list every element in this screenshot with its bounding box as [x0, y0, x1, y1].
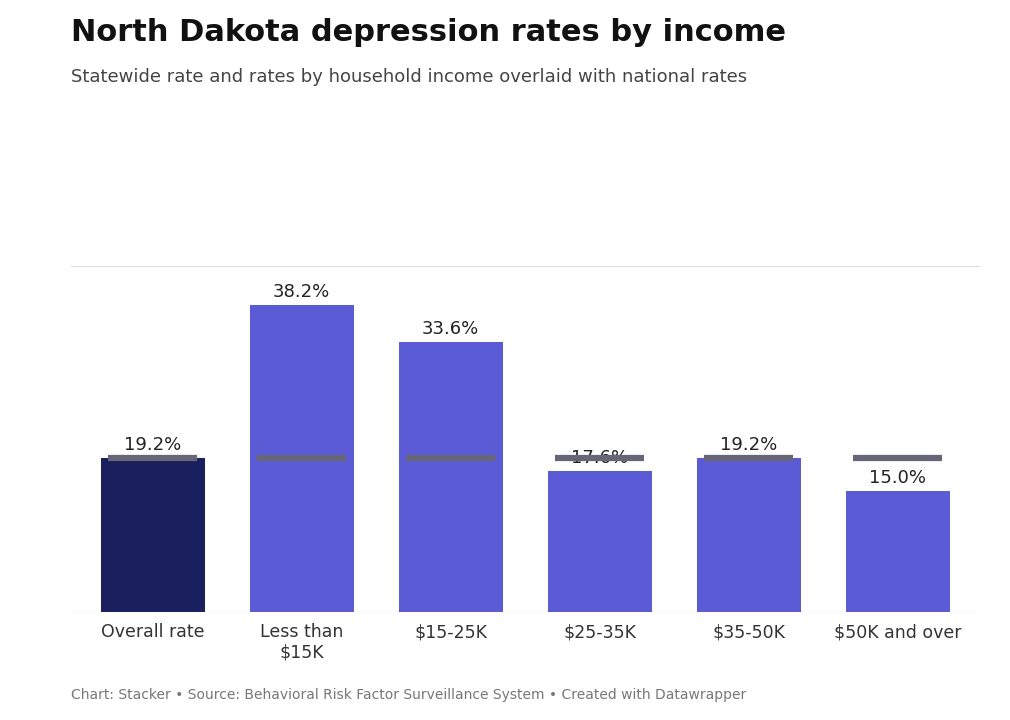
Bar	[845, 492, 949, 612]
Bar	[547, 471, 651, 612]
Text: 38.2%: 38.2%	[273, 283, 330, 301]
Text: 15.0%: 15.0%	[870, 469, 926, 487]
Bar	[697, 458, 801, 612]
Text: Statewide rate and rates by household income overlaid with national rates: Statewide rate and rates by household in…	[71, 68, 746, 86]
Bar	[399, 342, 503, 612]
Text: 33.6%: 33.6%	[422, 320, 480, 338]
Text: Chart: Stacker • Source: Behavioral Risk Factor Surveillance System • Created wi: Chart: Stacker • Source: Behavioral Risk…	[71, 688, 746, 702]
Text: North Dakota depression rates by income: North Dakota depression rates by income	[71, 18, 786, 47]
Bar	[101, 458, 205, 612]
Text: 17.6%: 17.6%	[571, 449, 628, 467]
Bar	[249, 305, 354, 612]
Text: 19.2%: 19.2%	[124, 436, 181, 454]
Text: 19.2%: 19.2%	[720, 436, 778, 454]
